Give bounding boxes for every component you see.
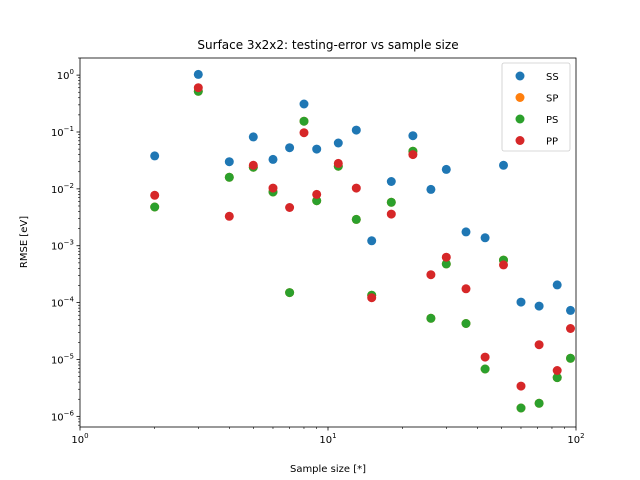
point-ps-0 xyxy=(150,202,160,212)
point-pp-16 xyxy=(480,352,490,362)
point-pp-13 xyxy=(426,270,436,280)
point-ps-5 xyxy=(285,288,295,298)
point-ps-19 xyxy=(534,398,544,408)
point-ss-1 xyxy=(193,69,203,79)
point-pp-7 xyxy=(312,189,322,199)
point-ps-9 xyxy=(351,214,361,224)
point-pp-20 xyxy=(552,366,562,375)
point-pp-18 xyxy=(516,381,526,391)
y-tick-label: 100 xyxy=(57,68,74,82)
point-ps-11 xyxy=(386,197,396,207)
point-ps-18 xyxy=(516,403,526,413)
x-tick-label: 102 xyxy=(567,432,584,446)
point-ps-20 xyxy=(552,373,562,383)
point-ps-2 xyxy=(224,172,234,182)
point-ss-5 xyxy=(285,143,295,153)
point-ss-13 xyxy=(426,184,436,194)
point-ps-14 xyxy=(441,259,451,269)
point-pp-15 xyxy=(461,284,471,294)
point-ss-8 xyxy=(333,138,343,148)
x-tick-label: 101 xyxy=(319,432,336,446)
data-points xyxy=(150,69,575,413)
legend-label-ss: SS xyxy=(546,72,559,83)
point-ss-7 xyxy=(312,144,322,154)
point-ss-11 xyxy=(386,177,396,186)
point-pp-14 xyxy=(441,252,451,262)
legend-box xyxy=(501,62,571,152)
point-pp-8 xyxy=(333,158,343,168)
point-ps-13 xyxy=(426,313,436,323)
point-ss-14 xyxy=(441,164,451,174)
legend-marker-sp xyxy=(515,93,525,102)
point-pp-12 xyxy=(408,150,418,160)
y-tick-label: 10−1 xyxy=(51,125,74,139)
x-axis-ticks: 100 101 102 xyxy=(71,427,585,446)
point-ss-6 xyxy=(299,99,309,109)
point-pp-17 xyxy=(499,260,508,270)
legend: SS SP PS PP xyxy=(501,62,571,152)
y-axis-ticks: 100 10−1 10−2 10−3 10−4 10−5 10−6 xyxy=(51,57,80,426)
y-tick-label: 10−4 xyxy=(51,296,75,310)
point-ss-21 xyxy=(566,305,575,315)
y-tick-label: 10−3 xyxy=(51,239,74,253)
point-pp-5 xyxy=(285,203,295,212)
chart-title: Surface 3x2x2: testing-error vs sample s… xyxy=(197,38,458,52)
legend-marker-ss xyxy=(515,71,525,81)
y-tick-label: 10−6 xyxy=(51,409,75,423)
point-pp-4 xyxy=(268,183,278,193)
point-ss-15 xyxy=(461,227,471,237)
point-ss-18 xyxy=(516,297,526,307)
x-axis-label: Sample size [*] xyxy=(290,464,366,475)
y-tick-label: 10−5 xyxy=(51,352,74,366)
y-axis-label: RMSE [eV] xyxy=(19,216,30,268)
legend-label-pp: PP xyxy=(546,137,558,148)
point-ss-16 xyxy=(480,233,490,243)
point-pp-9 xyxy=(351,183,361,193)
point-pp-0 xyxy=(150,190,160,200)
point-pp-19 xyxy=(534,340,544,350)
point-ps-6 xyxy=(299,116,309,126)
point-ss-3 xyxy=(248,132,258,142)
y-tick-label: 10−2 xyxy=(51,182,74,196)
point-pp-21 xyxy=(566,324,575,333)
point-ps-7 xyxy=(312,196,322,206)
point-pp-2 xyxy=(224,211,234,221)
legend-label-sp: SP xyxy=(546,94,558,105)
point-pp-3 xyxy=(248,160,258,170)
point-ss-19 xyxy=(534,301,544,311)
legend-label-ps: PS xyxy=(546,115,558,126)
point-ss-10 xyxy=(367,236,377,246)
point-pp-6 xyxy=(299,128,309,138)
x-tick-label: 100 xyxy=(71,432,88,446)
legend-marker-pp xyxy=(515,136,525,145)
point-pp-11 xyxy=(386,209,396,219)
point-ss-9 xyxy=(351,125,361,135)
legend-marker-ps xyxy=(515,114,525,124)
point-ps-21 xyxy=(566,353,575,363)
point-ps-15 xyxy=(461,319,471,328)
point-pp-10 xyxy=(367,293,377,303)
point-ss-0 xyxy=(150,151,160,161)
point-ps-16 xyxy=(480,364,490,374)
point-ss-4 xyxy=(268,154,278,164)
point-ss-20 xyxy=(552,280,562,290)
point-ss-17 xyxy=(499,160,508,170)
point-ss-12 xyxy=(408,131,418,141)
point-ss-2 xyxy=(224,157,234,167)
point-pp-1 xyxy=(193,83,203,93)
